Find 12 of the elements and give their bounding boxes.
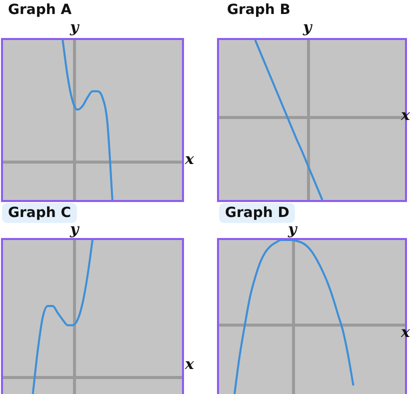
y-axis-title: y [288,220,297,238]
y-axis-title: y [70,18,79,36]
y-axis-title: y [70,220,79,238]
chart-title: Graph D [219,203,296,223]
x-axis-title: x [401,323,410,341]
chart-title: Graph B [226,1,292,20]
x-axis-title: x [185,150,194,168]
x-axis-title: x [401,106,410,124]
y-axis-title: y [303,18,312,36]
chart-title: Graph A [7,1,73,20]
x-axis-title: x [185,355,194,373]
chart-title: Graph C [2,203,77,223]
